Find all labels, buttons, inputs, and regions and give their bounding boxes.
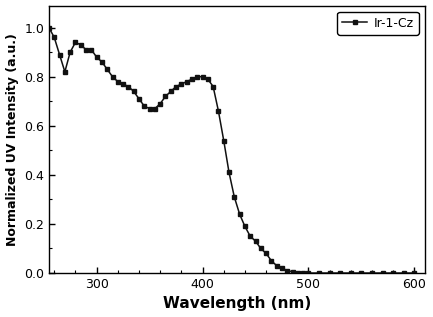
Ir-1-Cz [46, 26, 52, 29]
Ir-1-Cz [99, 60, 104, 64]
X-axis label: Wavelength (nm): Wavelength (nm) [163, 296, 311, 311]
Ir-1-Cz [147, 107, 152, 111]
Ir-1-Cz [412, 271, 417, 275]
Ir-1-Cz [152, 107, 158, 111]
Ir-1-Cz [306, 271, 311, 275]
Y-axis label: Normalized UV Intensity (a.u.): Normalized UV Intensity (a.u.) [6, 33, 19, 246]
Ir-1-Cz [126, 85, 131, 88]
Line: Ir-1-Cz: Ir-1-Cz [46, 25, 417, 275]
Ir-1-Cz [136, 97, 142, 101]
Ir-1-Cz [242, 224, 248, 228]
Legend: Ir-1-Cz: Ir-1-Cz [337, 12, 419, 35]
